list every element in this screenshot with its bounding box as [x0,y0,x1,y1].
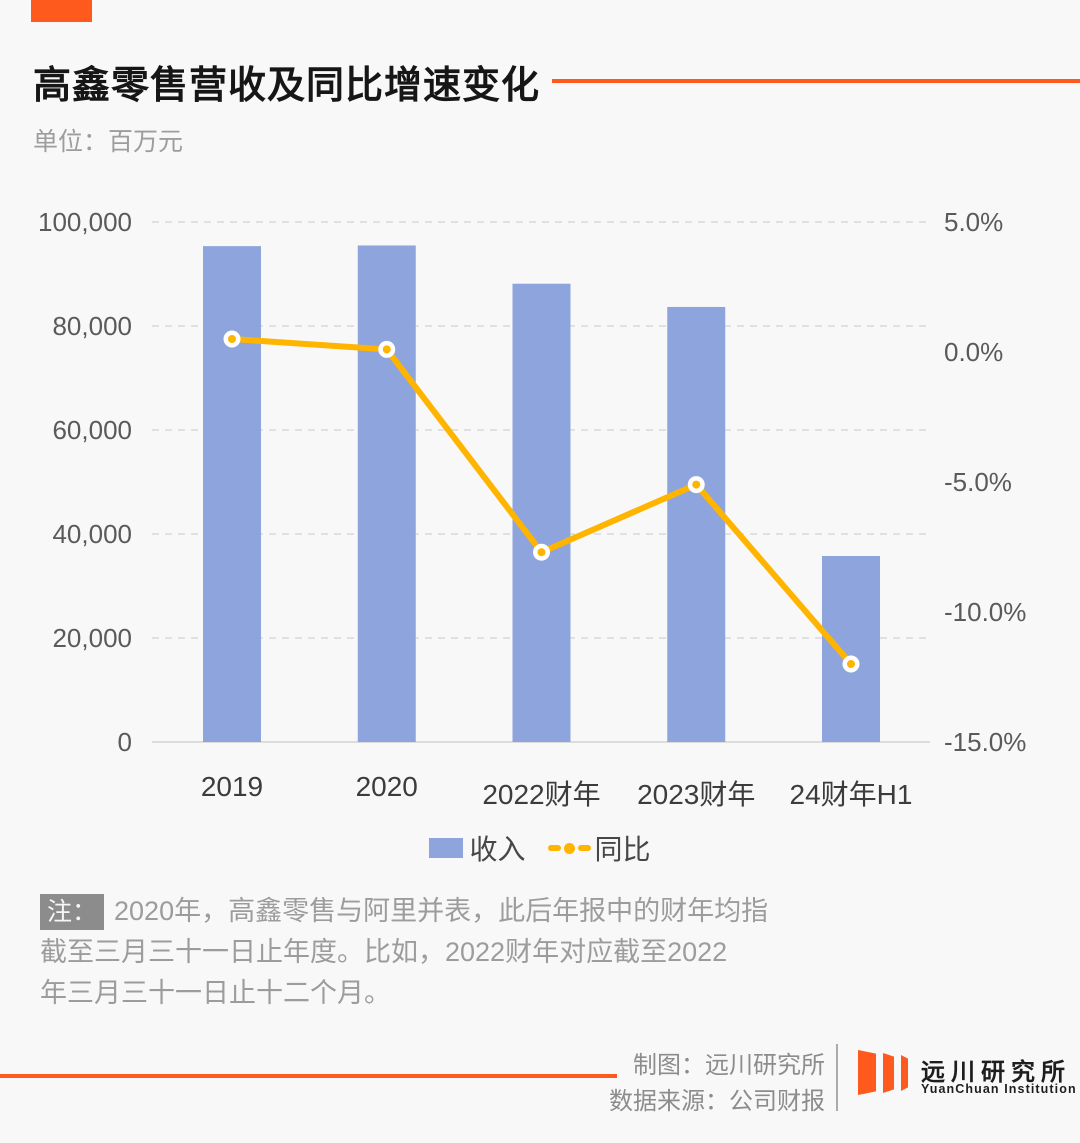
left-axis-tick-label: 40,000 [52,519,132,549]
yoy-point-2023财年 [692,480,701,489]
logo-bar-icon [883,1053,894,1093]
yoy-legend-marker [547,842,591,854]
revenue-bar-2022财年 [512,283,571,742]
x-axis-label-2022财年: 2022财年 [482,779,600,810]
note-badge: 注： [40,894,105,930]
logo-bar-icon [901,1055,908,1091]
yoy-point-2019 [228,335,236,343]
yoy-legend-label: 同比 [594,834,651,865]
left-axis-tick-label: 20,000 [52,623,132,653]
x-axis-label-24财年H1: 24财年H1 [790,779,913,810]
page-title: 高鑫零售营收及同比增速变化 [33,65,541,107]
yoy-point-2020 [382,345,391,354]
yoy-point-ring [223,330,241,348]
yoy-line [229,336,854,667]
yuanchuan-logo-icon [858,1050,913,1096]
footer-divider [836,1044,838,1111]
left-axis-tick-label: 100,000 [38,207,132,237]
x-axis-label-2019: 2019 [201,771,263,802]
x-axis-label-2023财年: 2023财年 [637,779,755,810]
right-axis-tick-label: -15.0% [944,727,1026,757]
yoy-point-ring [842,655,860,673]
yoy-point-2022财年 [537,548,546,557]
legend-dash-icon [577,845,591,851]
revenue-bar-2019 [203,246,261,742]
legend-dash-icon [547,845,561,851]
note-block: 注： 2020年，高鑫零售与阿里并表，此后年报中的财年均指 截至三月三十一日止年度… [40,891,800,1014]
credits-block: 制图：远川研究所 数据来源：公司财报 [500,1048,825,1120]
yoy-point-24财年H1 [847,660,855,668]
right-axis-tick-label: 0.0% [944,337,1003,367]
logo-name-en: YuanChuan Institution [921,1082,1077,1096]
logo-name-cn: 远川研究所 [921,1059,1071,1086]
chart-legend: 收入 同比 [0,831,1080,865]
income-legend-label: 收入 [469,834,526,865]
yoy-point-ring [687,476,705,494]
title-underline [552,79,1080,83]
note-line: 截至三月三十一日止年度。比如，2022财年对应截至2022 [40,937,728,967]
yoy-point-ring [378,340,396,358]
credit-datasource: 数据来源：公司财报 [609,1088,825,1115]
accent-rectangle [31,0,92,22]
logo-bar-icon [858,1050,876,1095]
credit-mapmaker: 制图：远川研究所 [633,1052,825,1079]
right-axis-tick-label: -10.0% [944,597,1026,627]
note-line: 注： 2020年，高鑫零售与阿里并表，此后年报中的财年均指 [40,891,800,932]
left-axis-tick-label: 0 [118,727,132,757]
note-line: 年三月三十一日止十二个月。 [40,978,391,1008]
unit-label: 单位：百万元 [33,128,184,156]
revenue-bar-24财年H1 [822,556,880,742]
right-axis-tick-label: -5.0% [944,467,1012,497]
left-axis-tick-label: 60,000 [52,415,132,445]
revenue-bar-2023财年 [667,306,726,742]
legend-dot-icon [563,842,575,854]
yoy-point-ring [533,543,550,561]
income-legend-swatch [429,838,464,858]
note-text: 2020年，高鑫零售与阿里并表，此后年报中的财年均指 [114,896,769,926]
x-axis-label-2020: 2020 [356,771,418,802]
footer-accent-line [0,1074,617,1078]
revenue-bar-2020 [357,245,416,743]
left-axis-tick-label: 80,000 [52,311,132,341]
right-axis-tick-label: 5.0% [944,207,1003,237]
